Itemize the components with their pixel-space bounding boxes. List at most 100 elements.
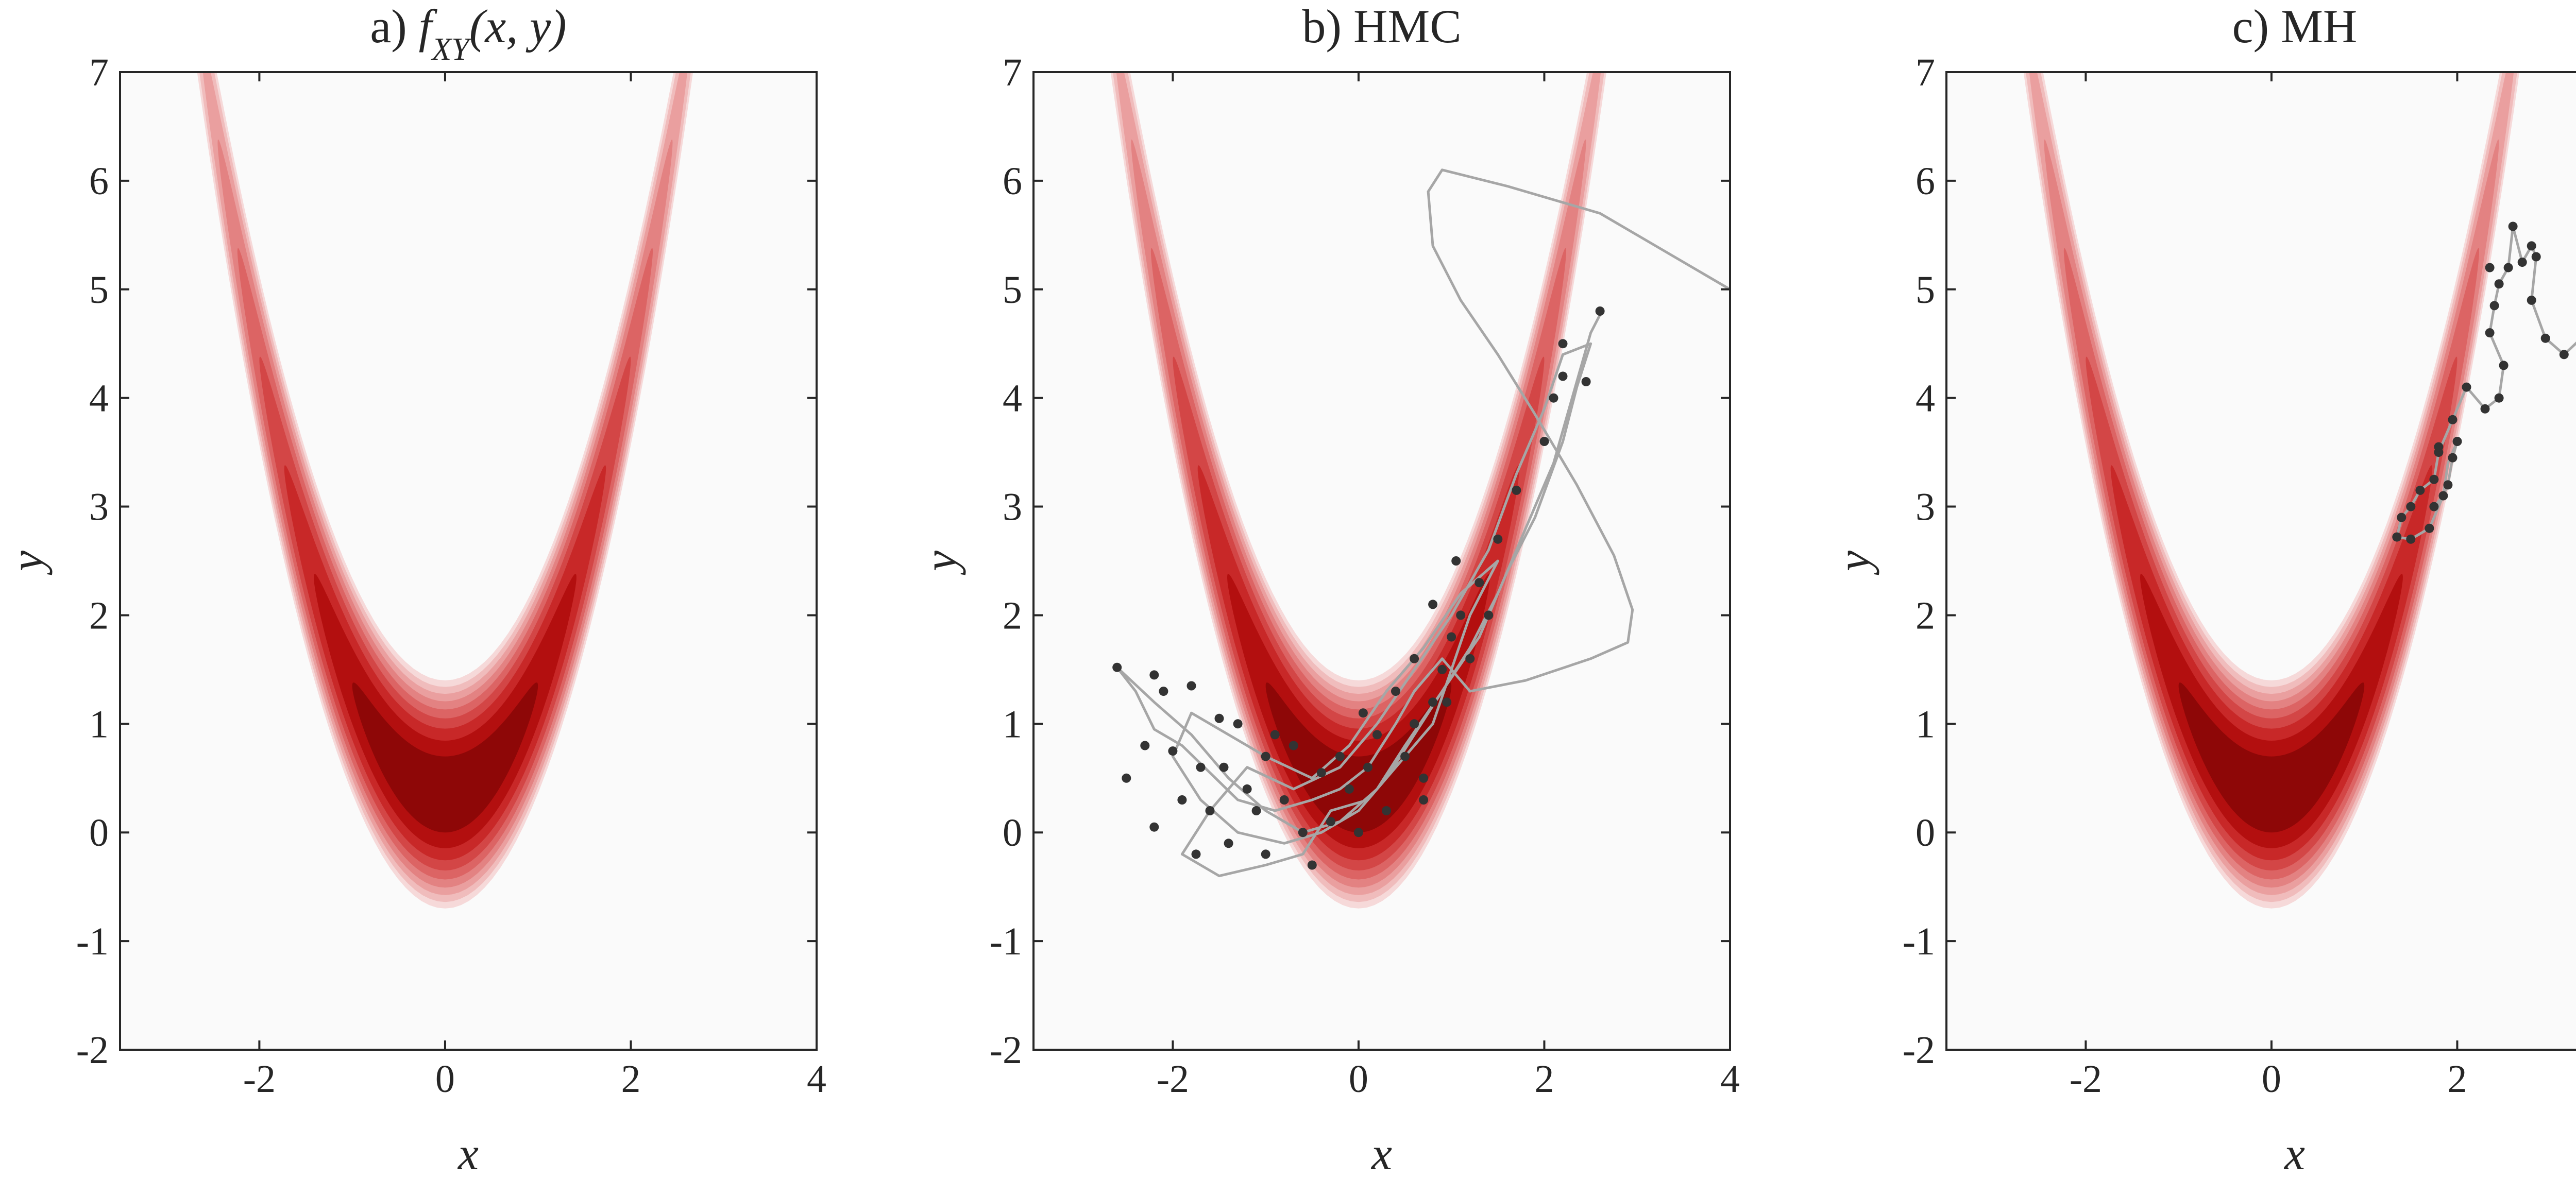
panel-b-sample-point-7 — [1140, 741, 1150, 750]
panel-b-sample-point-3 — [1159, 687, 1168, 696]
panel-c-sample-point-34 — [2485, 263, 2495, 272]
panel-a-title: a) fXY(x, y) — [370, 0, 566, 67]
panel-b-contour-level-9 — [1265, 682, 1452, 833]
panel-b-sample-point-28 — [1447, 632, 1456, 642]
panel-b-sample-point-44 — [1558, 371, 1568, 381]
panel-a-x-axis-label: x — [457, 1129, 479, 1179]
panel-b-sample-point-56 — [1484, 610, 1494, 620]
panel-b-sample-point-18 — [1307, 860, 1317, 870]
panel-a-y-tick-label-6: 6 — [89, 160, 109, 203]
panel-a-contour-level-9 — [352, 682, 538, 833]
panel-c-sample-point-4 — [2559, 350, 2569, 360]
panel-b-x-tick-label--2: -2 — [1157, 1057, 1189, 1101]
panel-c-sample-point-5 — [2540, 333, 2550, 343]
panel-a-y-tick-label-0: 0 — [89, 811, 109, 855]
panel-a-x-ticks: -2 0 2 4 — [243, 72, 826, 1101]
panel-c-x-tick-label-2: 2 — [2447, 1057, 2467, 1101]
panel-c-sample-point-33 — [2434, 442, 2444, 452]
panel-b-x-tick-label-4: 4 — [1720, 1057, 1740, 1101]
panel-c-contour-level-1 — [2023, 72, 2520, 909]
panel-b-y-tick-label-7: 7 — [1003, 51, 1022, 94]
panel-b-sample-point-52 — [1149, 822, 1159, 832]
panel-b-sample-point-22 — [1382, 806, 1391, 815]
panel-c-contour-level-8 — [2140, 574, 2403, 848]
panel-c-sample-point-14 — [2485, 328, 2495, 338]
panel-b-y-tick-label--2: -2 — [990, 1029, 1022, 1072]
panel-b-sample-point-35 — [1251, 806, 1261, 815]
panel-c-sample-point-22 — [2415, 485, 2425, 495]
panel-b-sample-point-30 — [1465, 654, 1475, 663]
panel-c-sample-point-19 — [2448, 415, 2458, 424]
panel-b-sample-point-9 — [1196, 762, 1206, 772]
panel-a-contour-level-2 — [199, 72, 691, 902]
panel-a-x-tick-label--2: -2 — [243, 1057, 276, 1101]
panel-a-x-tick-label-4: 4 — [807, 1057, 826, 1101]
panel-b-sample-point-36 — [1353, 828, 1363, 838]
panel-b-y-tick-label-3: 3 — [1003, 486, 1022, 529]
panel-b-y-tick-label-0: 0 — [1003, 811, 1022, 855]
panel-c-sample-point-17 — [2480, 404, 2490, 414]
panel-b-contour-level-1 — [1110, 72, 1607, 909]
panel-c-y-tick-label-3: 3 — [1916, 486, 1935, 529]
panel-c-sample-point-15 — [2499, 361, 2509, 370]
panel-c-y-ticks: -2 -1 0 1 2 3 4 5 6 7 — [1903, 51, 1956, 1072]
panel-c-y-tick-label-6: 6 — [1916, 160, 1935, 203]
panel-a-axes-frame — [119, 71, 818, 1051]
panel-b-sample-point-12 — [1191, 849, 1201, 859]
panel-c-y-tick-label-4: 4 — [1916, 377, 1935, 420]
panel-c-contour-level-6 — [2086, 356, 2458, 870]
panel-c-y-tick-label-5: 5 — [1916, 268, 1935, 312]
panel-c-y-tick-label-7: 7 — [1916, 51, 1935, 94]
panel-c-y-tick-label-2: 2 — [1916, 594, 1935, 637]
panel-b-contour-level-6 — [1173, 356, 1545, 870]
panel-c-sample-point-27 — [2425, 523, 2434, 533]
panel-c-sample-point-25 — [2392, 532, 2402, 542]
panel-b-sample-point-23 — [1400, 751, 1410, 761]
panel-b-sample-point-50 — [1442, 697, 1452, 707]
panel-b-sample-point-53 — [1122, 773, 1131, 783]
panel-b-hmc-samples — [1112, 306, 1605, 870]
panel-c: c) MH -2 0 2 4 -2 -1 0 1 2 3 4 5 6 7 x y — [1828, 0, 2576, 1179]
panel-a-y-axis-label: y — [2, 551, 53, 575]
panel-c-sample-point-28 — [2443, 480, 2453, 490]
panel-b-sample-point-40 — [1493, 534, 1503, 544]
panel-b-sample-point-37 — [1410, 654, 1419, 663]
panel-c-y-tick-label--1: -1 — [1903, 920, 1935, 963]
panel-b-x-ticks: -2 0 2 4 — [1157, 72, 1740, 1101]
panel-b-sample-point-57 — [1316, 768, 1326, 778]
panel-b-sample-point-46 — [1595, 306, 1605, 316]
panel-b-sample-point-54 — [1261, 849, 1270, 859]
panel-a-contour-level-1 — [197, 72, 693, 909]
panel-b-y-ticks: -2 -1 0 1 2 3 4 5 6 7 — [990, 51, 1730, 1072]
panel-a: a) fXY(x, y) -2 0 2 4 -2 -1 0 1 2 3 4 5 6 7 x y — [2, 0, 826, 1179]
panel-c-sample-point-16 — [2494, 393, 2504, 403]
panel-b-sample-point-20 — [1344, 784, 1354, 794]
panel-b-sample-point-33 — [1335, 751, 1345, 761]
panel-c-title: c) MH — [2232, 0, 2358, 53]
panel-a-x-tick-label-0: 0 — [435, 1057, 455, 1101]
panel-b: b) HMC -2 0 2 4 -2 -1 0 1 2 3 4 5 6 7 x y — [915, 0, 1740, 1179]
panel-b-x-tick-label-2: 2 — [1534, 1057, 1554, 1101]
panel-a-y-tick-label-3: 3 — [89, 486, 109, 529]
panel-a-y-tick-label-5: 5 — [89, 268, 109, 312]
panel-b-sample-point-49 — [1289, 741, 1298, 750]
panel-b-y-tick-label-2: 2 — [1003, 594, 1022, 637]
panel-a-density-contours — [197, 72, 693, 909]
panel-b-sample-point-31 — [1391, 687, 1400, 696]
panel-b-sample-point-32 — [1372, 730, 1382, 740]
panel-c-density-contours — [2023, 72, 2520, 909]
panel-b-sample-point-2 — [1149, 670, 1159, 680]
panel-b-sample-point-5 — [1214, 713, 1224, 723]
panel-b-y-axis-label: y — [915, 551, 966, 575]
panel-b-sample-point-41 — [1512, 485, 1521, 495]
panel-b-trajectory-line — [1115, 168, 1730, 878]
panel-c-x-axis-label: x — [2283, 1129, 2305, 1179]
panel-c-y-axis-label: y — [1828, 551, 1879, 575]
panel-a-y-tick-label-1: 1 — [89, 703, 109, 746]
panel-b-sample-point-25 — [1419, 773, 1429, 783]
panel-c-sample-point-7 — [2531, 252, 2541, 262]
panel-c-axes-frame — [1945, 71, 2576, 1051]
panel-b-sample-point-4 — [1187, 681, 1196, 691]
panel-a-contour-level-6 — [259, 356, 631, 870]
